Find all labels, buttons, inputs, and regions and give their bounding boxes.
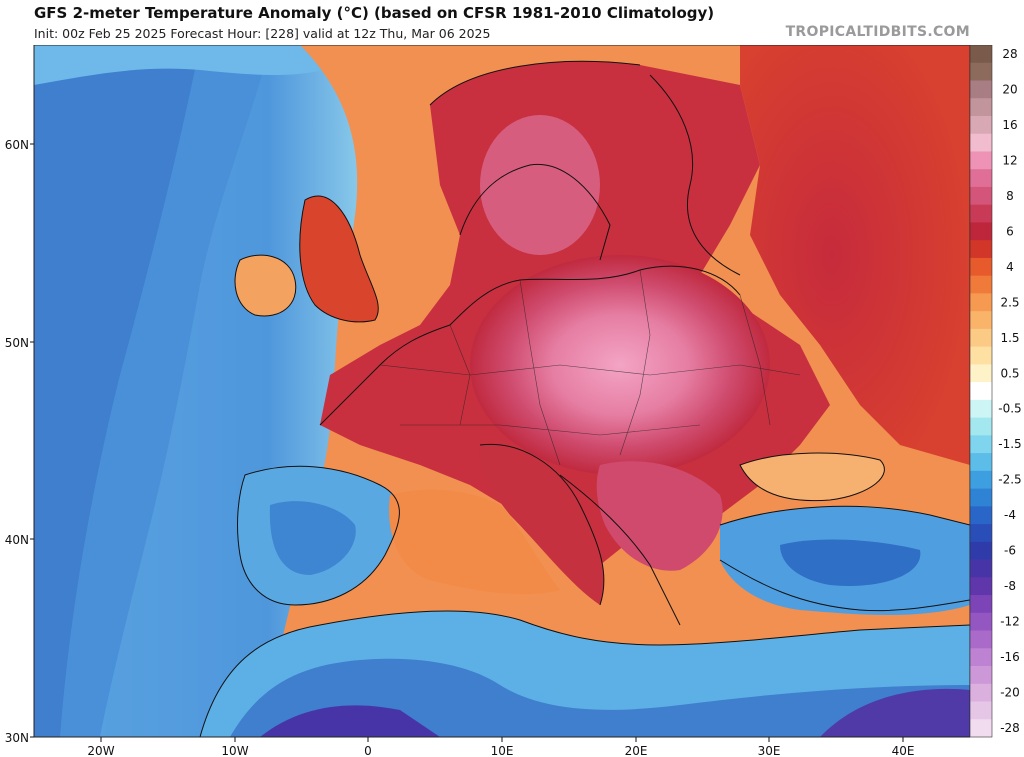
lon-label-10w: 10W (221, 744, 248, 757)
colorbar-swatch (970, 240, 992, 259)
colorbar-swatch (970, 222, 992, 241)
site-credit: TROPICALTIDBITS.COM (785, 24, 970, 40)
colorbar-label: 6 (1006, 224, 1014, 238)
colorbar-label: -6 (1004, 544, 1016, 558)
colorbar-label: -12 (1000, 615, 1020, 629)
colorbar-swatch (970, 204, 992, 223)
colorbar-label: 1.5 (1000, 331, 1019, 345)
colorbar-swatch (970, 559, 992, 578)
colorbar-swatch (970, 133, 992, 152)
temperature-anomaly-map: 30N 40N 50N 60N 20W 10W 0 10E 20E 30E 40… (5, 45, 1022, 757)
colorbar-swatch (970, 311, 992, 330)
forecast-info: Init: 00z Feb 25 2025 Forecast Hour: [22… (34, 26, 491, 41)
colorbar-labels: 28 20 16 12 8 6 4 2.5 1.5 0.5 -0.5 -1.5 -2.5 -4 -6 -8 -1… (998, 47, 1021, 735)
lat-label-40n: 40N (5, 533, 29, 547)
colorbar-label: 16 (1002, 118, 1017, 132)
colorbar-swatch (970, 666, 992, 685)
colorbar-swatch (970, 328, 992, 348)
colorbar-swatch (970, 683, 992, 702)
colorbar-label: -2.5 (998, 473, 1021, 487)
colorbar-label: -0.5 (998, 402, 1021, 416)
colorbar-swatch (970, 98, 992, 117)
colorbar-label: 2.5 (1000, 295, 1019, 309)
colorbar-swatch (970, 541, 992, 560)
colorbar-swatch (970, 524, 992, 543)
map-title: GFS 2-meter Temperature Anomaly (°C) (ba… (34, 4, 715, 22)
lon-label-20e: 20E (625, 744, 648, 757)
lon-label-20w: 20W (87, 744, 114, 757)
colorbar-label: 8 (1006, 189, 1014, 203)
colorbar-label: -8 (1004, 579, 1016, 593)
colorbar-swatch (970, 257, 992, 277)
colorbar-swatch (970, 701, 992, 720)
colorbar-swatch (970, 186, 992, 206)
colorbar-legend (969, 45, 993, 738)
colorbar-label: -28 (1000, 721, 1020, 735)
colorbar-swatch (970, 45, 992, 64)
longitude-axis: 20W 10W 0 10E 20E 30E 40E (87, 737, 914, 757)
colorbar-swatch (970, 719, 992, 738)
colorbar-swatch (970, 453, 992, 472)
colorbar-swatch (970, 488, 992, 507)
colorbar-swatch (970, 417, 992, 436)
lon-label-40e: 40E (892, 744, 915, 757)
colorbar-swatch (970, 151, 992, 170)
colorbar-swatch (970, 648, 992, 667)
colorbar-frame (969, 45, 993, 738)
colorbar-label: 12 (1002, 153, 1017, 167)
lon-label-10e: 10E (491, 744, 514, 757)
latitude-axis: 30N 40N 50N 60N (5, 138, 34, 745)
colorbar-label: -1.5 (998, 437, 1021, 451)
lat-label-60n: 60N (5, 138, 29, 152)
colorbar-swatch (970, 275, 992, 294)
colorbar-swatch (970, 169, 992, 188)
colorbar-label: 20 (1002, 82, 1017, 96)
colorbar-label: -4 (1004, 508, 1016, 522)
colorbar-swatch (970, 435, 992, 454)
colorbar-label: 28 (1002, 47, 1017, 61)
colorbar-swatch (970, 364, 992, 383)
lon-label-0: 0 (364, 744, 372, 757)
colorbar-swatch (970, 577, 992, 596)
colorbar-swatch (970, 595, 992, 614)
colorbar-label: 4 (1006, 260, 1014, 274)
colorbar-label: -20 (1000, 686, 1020, 700)
colorbar-swatch (970, 470, 992, 489)
colorbar-swatch (970, 346, 992, 365)
colorbar-label: 0.5 (1000, 366, 1019, 380)
colorbar-swatch (970, 293, 992, 312)
colorbar-swatch (970, 506, 992, 525)
colorbar-swatch (970, 399, 992, 419)
lon-label-30e: 30E (758, 744, 781, 757)
colorbar-label: -16 (1000, 650, 1020, 664)
colorbar-swatch (970, 612, 992, 631)
colorbar-swatch (970, 115, 992, 135)
colorbar-swatch (970, 80, 992, 99)
lat-label-30n: 30N (5, 731, 29, 745)
colorbar-swatch (970, 382, 992, 401)
lat-label-50n: 50N (5, 336, 29, 350)
colorbar-swatch (970, 62, 992, 81)
colorbar-swatch (970, 630, 992, 649)
